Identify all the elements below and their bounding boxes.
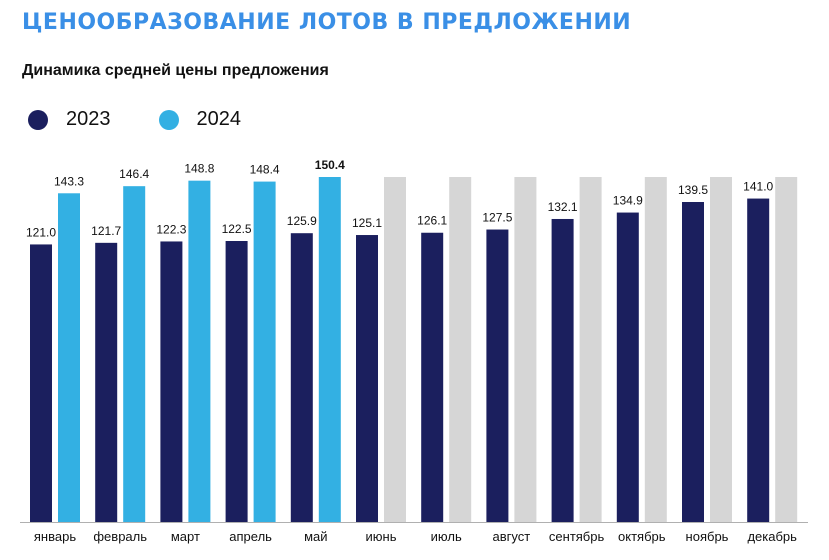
- data-label-2023-11: 141.0: [743, 180, 773, 194]
- data-label-2023-5: 125.1: [352, 216, 382, 230]
- legend-item-2023: 2023: [28, 108, 111, 131]
- data-label-2024-3: 148.4: [250, 163, 280, 177]
- legend-item-2024: 2024: [158, 108, 242, 131]
- bar-2024-0: [58, 193, 80, 523]
- x-tick-label-0: январь: [34, 529, 76, 544]
- x-tick-label-6: июль: [431, 529, 462, 544]
- data-label-2023-9: 134.9: [613, 194, 643, 208]
- chart-legend: 2023 2024: [28, 108, 289, 131]
- x-tick-label-7: август: [493, 529, 531, 544]
- bar-2024-1: [123, 186, 146, 522]
- x-tick-label-11: декабрь: [747, 529, 797, 544]
- legend-label-2024: 2024: [196, 108, 242, 130]
- bar-2023-0: [30, 244, 52, 522]
- bar-2023-8: [551, 218, 574, 522]
- data-label-2024-1: 146.4: [119, 167, 149, 181]
- bar-2023-6: [421, 232, 444, 522]
- data-label-2023-3: 122.5: [222, 222, 252, 236]
- x-tick-label-8: сентябрь: [549, 529, 605, 544]
- x-tick-label-2: март: [171, 529, 200, 544]
- bar-2023-1: [95, 242, 118, 522]
- data-label-2023-8: 132.1: [548, 200, 578, 214]
- data-label-2023-0: 121.0: [26, 225, 56, 239]
- legend-swatch-2024: [158, 109, 179, 130]
- legend-swatch-2023: [28, 109, 48, 130]
- x-tick-label-4: май: [304, 529, 327, 544]
- bar-placeholder-7: [514, 177, 537, 522]
- bar-placeholder-6: [449, 177, 472, 522]
- bar-placeholder-11: [775, 177, 798, 522]
- bar-placeholder-8: [579, 177, 602, 522]
- x-tick-label-3: апрель: [229, 529, 272, 544]
- data-label-2023-4: 125.9: [287, 214, 317, 228]
- data-label-2023-2: 122.3: [156, 222, 186, 236]
- bar-2023-5: [356, 235, 378, 523]
- bar-2023-2: [160, 241, 183, 522]
- chart-subtitle: Динамика средней цены предложения: [22, 62, 329, 79]
- data-label-2024-0: 143.3: [54, 174, 84, 188]
- x-tick-label-10: ноябрь: [686, 529, 729, 544]
- x-tick-label-5: июнь: [366, 529, 397, 544]
- bar-2023-11: [747, 198, 770, 522]
- bar-placeholder-5: [384, 177, 406, 522]
- bar-2023-4: [290, 233, 313, 522]
- bar-2023-7: [486, 229, 509, 523]
- bar-2023-9: [616, 212, 639, 523]
- bar-2024-4: [318, 177, 341, 522]
- x-tick-label-9: октябрь: [618, 529, 666, 544]
- bar-2023-3: [225, 240, 248, 522]
- legend-label-2023: 2023: [66, 108, 111, 130]
- data-label-2024-2: 148.8: [184, 162, 214, 176]
- data-label-2023-1: 121.7: [91, 224, 121, 238]
- bar-placeholder-9: [644, 177, 667, 522]
- data-label-2024-4: 150.4: [315, 158, 345, 172]
- data-label-2023-6: 126.1: [417, 214, 447, 228]
- data-label-2023-7: 127.5: [482, 211, 512, 225]
- bar-2024-3: [253, 181, 276, 522]
- data-label-2023-10: 139.5: [678, 183, 708, 197]
- bar-placeholder-10: [710, 177, 732, 522]
- bar-2023-10: [682, 202, 704, 522]
- bar-2024-2: [188, 180, 211, 522]
- page-title: ЦЕНООБРАЗОВАНИЕ ЛОТОВ В ПРЕДЛОЖЕНИИ: [22, 10, 632, 35]
- x-tick-label-1: февраль: [93, 529, 147, 544]
